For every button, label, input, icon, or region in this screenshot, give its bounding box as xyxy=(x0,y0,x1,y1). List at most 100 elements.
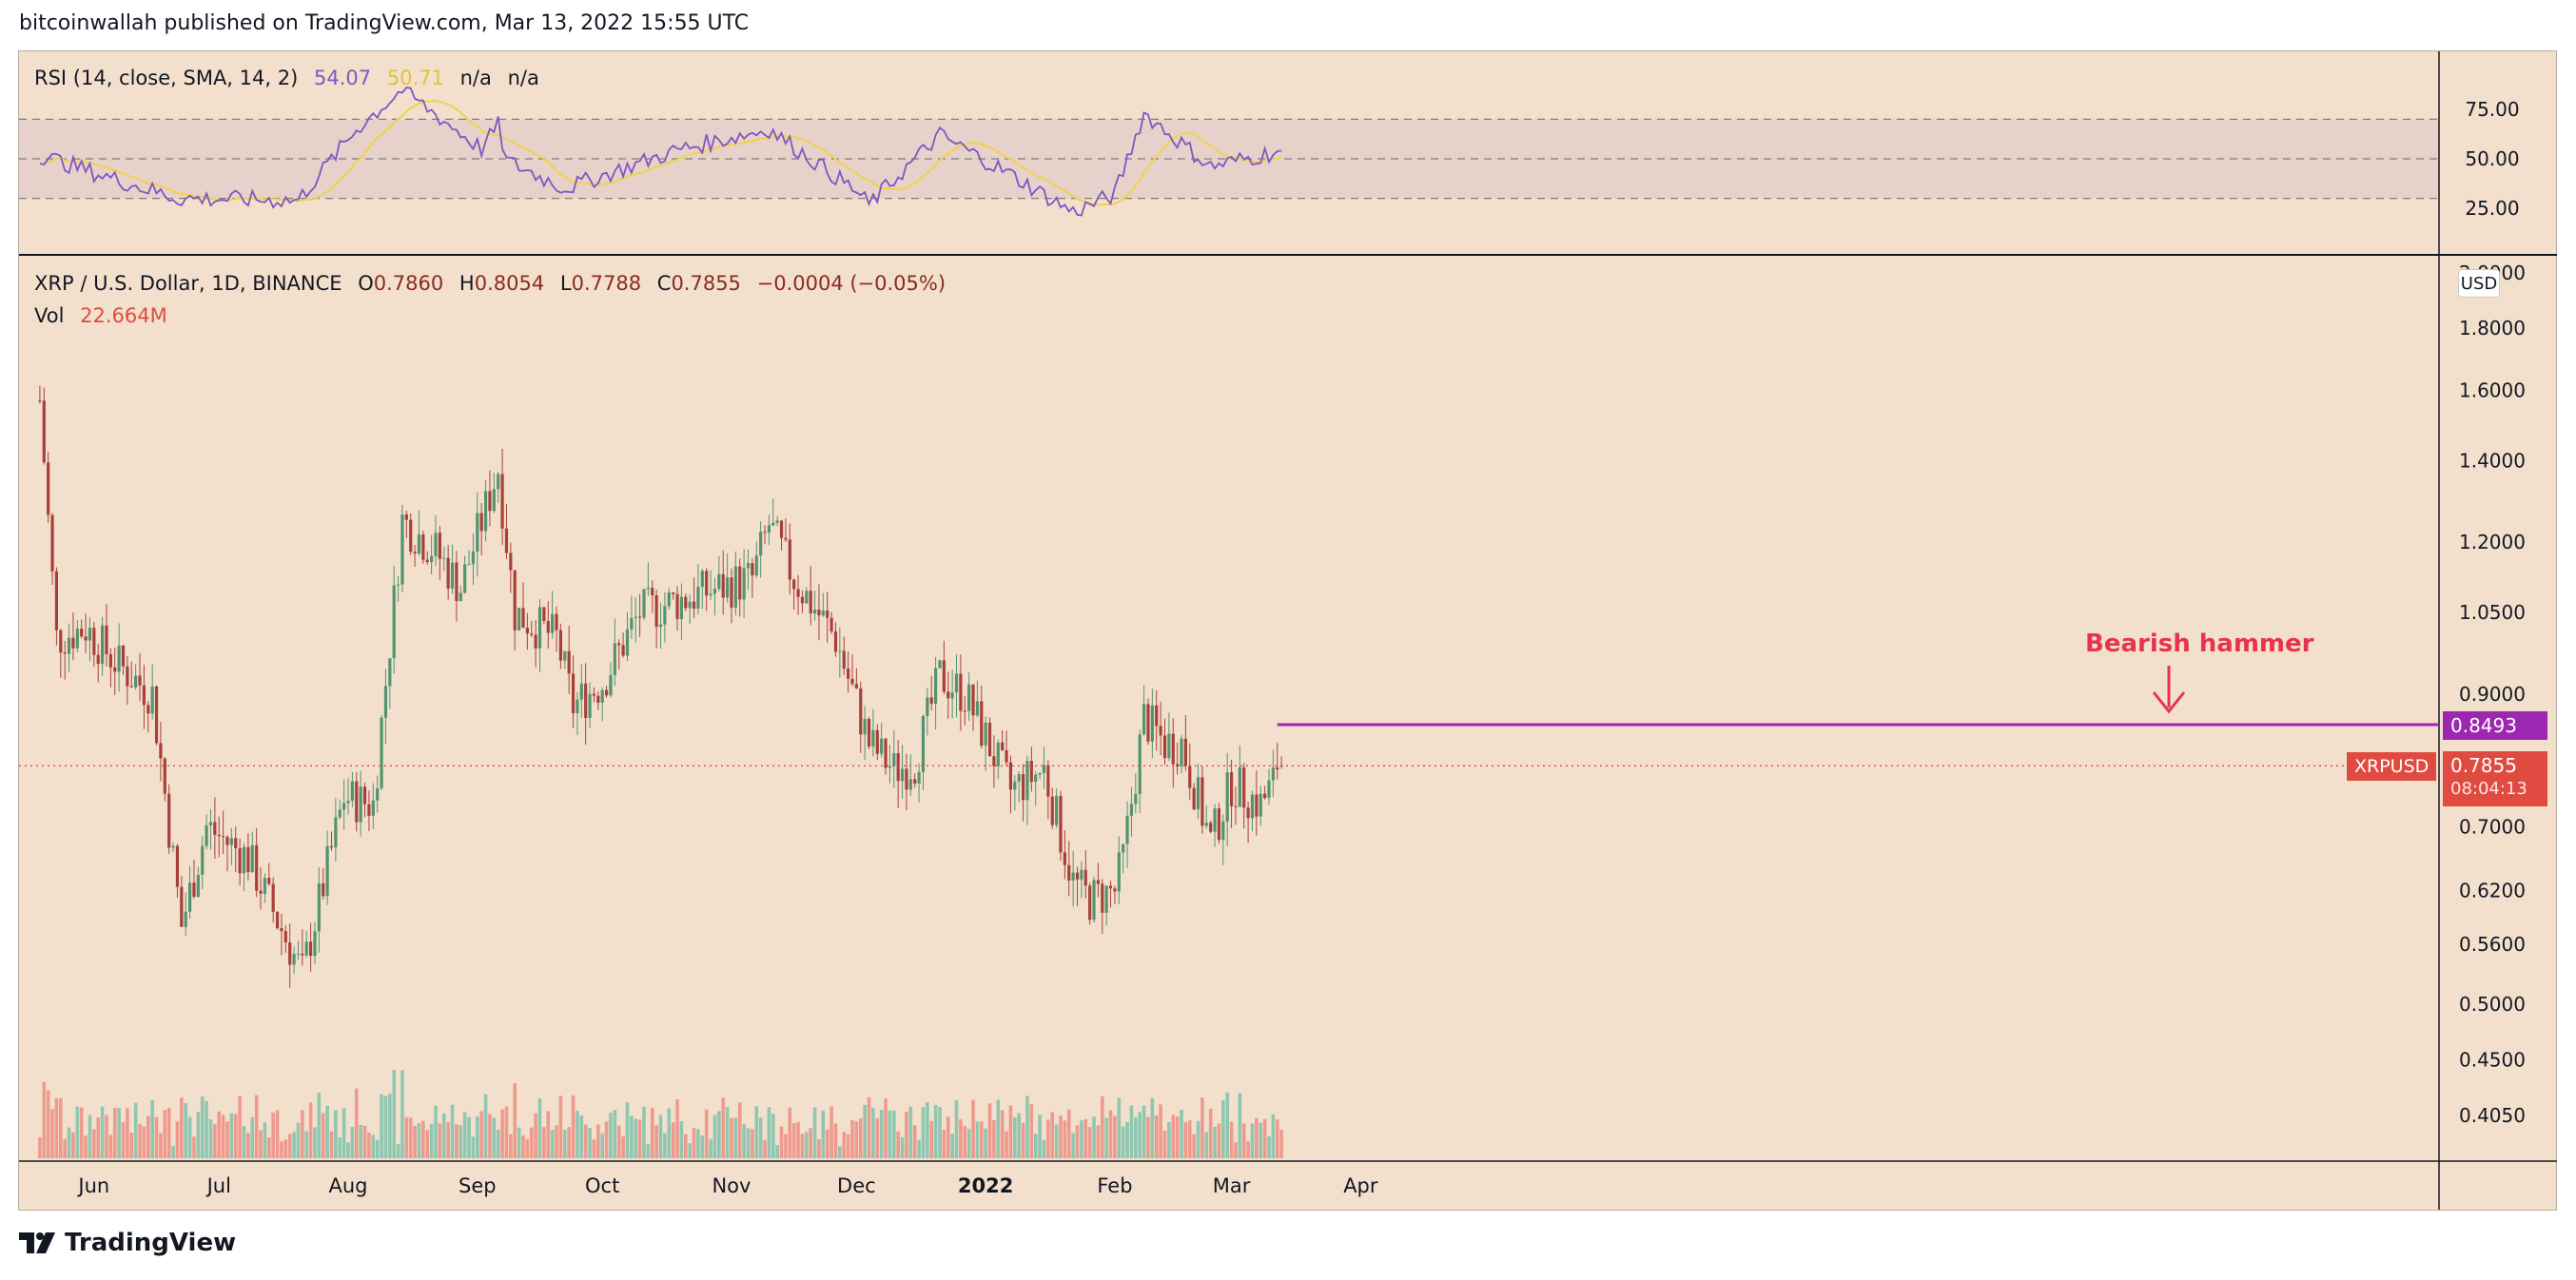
volume-bar xyxy=(704,1109,709,1158)
volume-bar xyxy=(159,1133,163,1158)
candle-body xyxy=(1246,807,1250,819)
candle-body xyxy=(1171,733,1175,765)
volume-bar xyxy=(600,1133,604,1158)
close-value: 0.7855 xyxy=(671,272,741,295)
candle-body xyxy=(479,513,483,532)
candle-body xyxy=(658,624,663,628)
candle-body xyxy=(304,941,308,956)
rsi-extra-2: n/a xyxy=(507,67,539,89)
volume-bar xyxy=(354,1088,359,1158)
candle-body xyxy=(742,568,746,600)
volume-bar xyxy=(917,1139,921,1158)
volume-bar xyxy=(142,1126,146,1158)
volume-bar xyxy=(396,1143,400,1158)
price-tick-label: 1.2000 xyxy=(2459,531,2526,553)
volume-bar xyxy=(537,1098,542,1158)
candle-body xyxy=(992,756,996,766)
volume-bar xyxy=(688,1143,692,1158)
candle-body xyxy=(663,606,667,625)
tradingview-footer[interactable]: TradingView xyxy=(19,1229,236,1257)
volume-bar xyxy=(900,1136,905,1158)
candle-body xyxy=(630,617,634,630)
candle-body xyxy=(987,722,992,757)
volume-bar xyxy=(833,1123,838,1158)
volume-bar xyxy=(325,1105,329,1158)
volume-bar xyxy=(842,1132,847,1158)
volume-bar xyxy=(550,1130,555,1158)
candle-body xyxy=(138,675,142,686)
candle-body xyxy=(558,630,562,661)
candle-body xyxy=(817,610,821,616)
candle-body xyxy=(259,890,263,894)
volume-bar xyxy=(425,1130,430,1158)
volume-bar xyxy=(105,1115,108,1158)
price-tick-label: 0.7000 xyxy=(2459,815,2526,838)
volume-bar xyxy=(317,1093,322,1158)
volume-bar xyxy=(42,1081,47,1158)
volume-bar xyxy=(1229,1121,1234,1158)
volume-bar xyxy=(1013,1116,1017,1158)
volume-bar xyxy=(700,1135,705,1158)
volume-bar xyxy=(79,1107,84,1158)
candle-body xyxy=(1192,787,1196,810)
candle-body xyxy=(775,520,779,523)
candle-body xyxy=(821,610,825,616)
candle-body xyxy=(313,931,317,957)
candle-body xyxy=(1029,761,1033,783)
volume-bar xyxy=(758,1117,763,1158)
volume-bar xyxy=(838,1146,842,1158)
volume-bar xyxy=(1066,1109,1071,1158)
volume-bar xyxy=(1246,1141,1250,1158)
rsi-line xyxy=(39,87,1282,217)
volume-bar xyxy=(38,1136,42,1158)
candle-body xyxy=(809,591,812,614)
candle-body xyxy=(497,474,500,490)
candle-body xyxy=(1159,726,1162,736)
volume-bar xyxy=(500,1109,504,1158)
volume-bar xyxy=(496,1129,500,1158)
volume-bar xyxy=(950,1134,954,1158)
volume-bar xyxy=(942,1130,946,1158)
volume-bar xyxy=(562,1130,567,1158)
volume-bar xyxy=(971,1099,975,1158)
volume-bar xyxy=(954,1099,959,1158)
candle-body xyxy=(222,836,225,838)
change-value: −0.0004 (−0.05%) xyxy=(756,272,946,295)
volume-bar xyxy=(229,1113,234,1158)
volume-bar xyxy=(459,1125,463,1158)
volume-bar xyxy=(588,1128,592,1158)
volume-bar xyxy=(133,1102,138,1158)
volume-bar xyxy=(846,1134,850,1158)
candle-body xyxy=(121,645,126,667)
candle-body xyxy=(929,697,933,704)
volume-bar xyxy=(996,1099,1001,1158)
candle-body xyxy=(126,666,129,687)
candle-body xyxy=(229,838,233,845)
rsi-sma-value: 50.71 xyxy=(386,67,444,89)
candle-body xyxy=(959,673,963,711)
volume-bar xyxy=(1167,1121,1171,1158)
currency-button[interactable]: USD xyxy=(2458,269,2500,298)
candle-body xyxy=(421,534,425,560)
volume-bar xyxy=(321,1113,325,1158)
candle-body xyxy=(905,768,908,790)
candle-body xyxy=(75,629,79,649)
volume-bar xyxy=(675,1099,679,1158)
rsi-tick-label: 75.00 xyxy=(2465,98,2519,121)
volume-bar xyxy=(613,1110,617,1158)
volume-bar xyxy=(1063,1120,1067,1158)
candle-body xyxy=(201,845,205,875)
candle-body xyxy=(400,514,404,585)
candle-body xyxy=(1234,805,1238,807)
volume-bar xyxy=(1129,1105,1134,1158)
candle-body xyxy=(283,931,287,942)
volume-bar xyxy=(1080,1120,1083,1158)
candle-body xyxy=(733,566,737,608)
candle-body xyxy=(346,801,350,804)
candle-body xyxy=(963,710,966,712)
candle-body xyxy=(280,928,283,932)
candle-body xyxy=(679,596,684,620)
volume-bar xyxy=(1075,1125,1080,1158)
candle-body xyxy=(1096,880,1101,884)
